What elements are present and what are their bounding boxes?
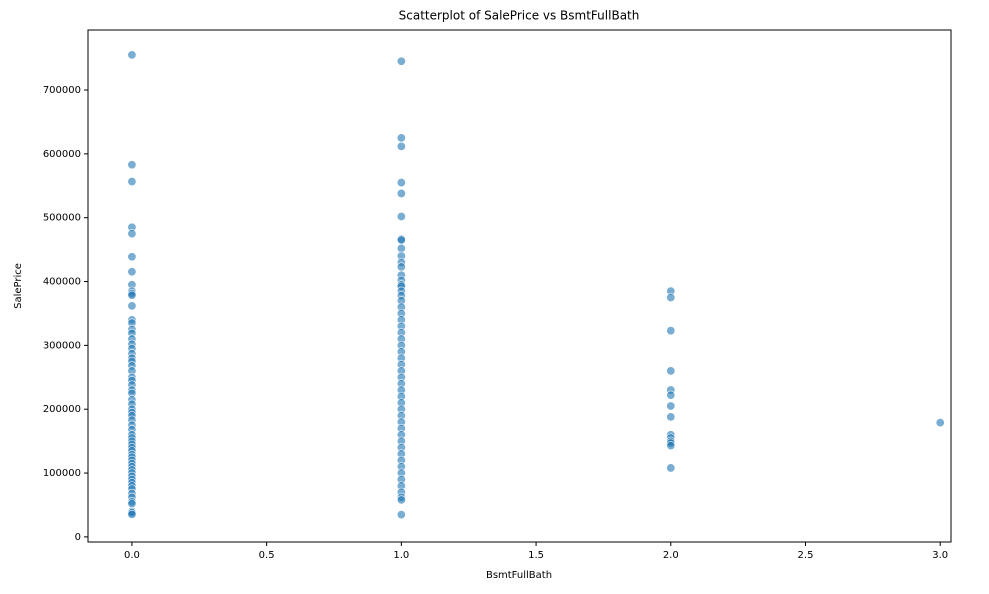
point <box>127 267 137 277</box>
point <box>127 177 137 187</box>
x-tick-label: 0.5 <box>259 550 275 561</box>
point <box>396 188 406 198</box>
point <box>396 243 406 253</box>
y-tick-label: 400000 <box>43 277 81 288</box>
point <box>396 495 406 505</box>
point <box>396 510 406 520</box>
point <box>666 401 676 411</box>
y-tick-label: 500000 <box>43 213 81 224</box>
x-tick-label: 3.0 <box>932 550 948 561</box>
x-tick-label: 1.0 <box>393 550 409 561</box>
point <box>396 133 406 143</box>
point <box>127 499 137 509</box>
point <box>127 229 137 239</box>
point <box>396 56 406 66</box>
x-axis-label: BsmtFullBath <box>486 570 552 581</box>
y-tick-label: 200000 <box>43 404 81 415</box>
y-tick-label: 700000 <box>43 85 81 96</box>
point <box>396 212 406 222</box>
point <box>666 326 676 336</box>
x-tick-label: 1.5 <box>528 550 544 561</box>
point <box>396 235 406 245</box>
point <box>935 418 945 428</box>
point <box>666 463 676 473</box>
y-axis-label: SalePrice <box>13 263 24 309</box>
y-tick-label: 300000 <box>43 340 81 351</box>
point <box>396 141 406 151</box>
y-tick-label: 0 <box>75 532 81 543</box>
point <box>666 441 676 451</box>
point <box>127 50 137 60</box>
point <box>127 509 137 519</box>
plot-frame <box>87 29 952 543</box>
point <box>127 290 137 300</box>
point <box>666 292 676 302</box>
point <box>396 262 406 272</box>
point <box>127 252 137 262</box>
x-tick-label: 0.0 <box>124 550 140 561</box>
point <box>666 366 676 376</box>
y-tick-label: 600000 <box>43 149 81 160</box>
x-tick-label: 2.5 <box>798 550 814 561</box>
point <box>396 178 406 188</box>
x-tick-label: 2.0 <box>663 550 679 561</box>
chart-title: Scatterplot of SalePrice vs BsmtFullBath <box>399 9 640 23</box>
point <box>666 412 676 422</box>
point <box>127 160 137 170</box>
point <box>666 390 676 400</box>
y-tick-label: 100000 <box>43 468 81 479</box>
point <box>127 301 137 311</box>
